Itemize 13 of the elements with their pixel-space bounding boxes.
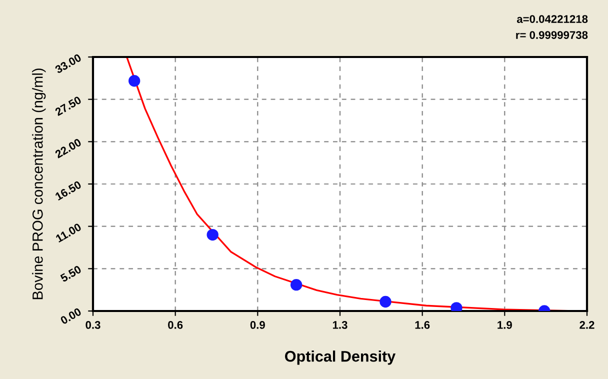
y-tick-label: 5.50 bbox=[60, 265, 82, 282]
text: r= 0.99999738 bbox=[516, 31, 588, 39]
y-tick-label: 0.00 bbox=[60, 307, 82, 325]
y-axis-title: Bovine PROG concentration (ng/ml) bbox=[32, 68, 46, 300]
x-axis-title: Optical Density bbox=[285, 350, 396, 365]
x-tick-label: 2.2 bbox=[580, 321, 594, 329]
x-tick-label: 0.3 bbox=[86, 321, 100, 329]
x-tick-label: 0.9 bbox=[250, 321, 265, 329]
x-tick-label: 1.3 bbox=[332, 321, 348, 329]
x-tick-label: 0.6 bbox=[168, 321, 183, 329]
x-tick-label: 1.6 bbox=[415, 321, 430, 329]
text: a=0.04221218 bbox=[516, 15, 588, 23]
x-tick-label: 1.9 bbox=[498, 321, 512, 329]
